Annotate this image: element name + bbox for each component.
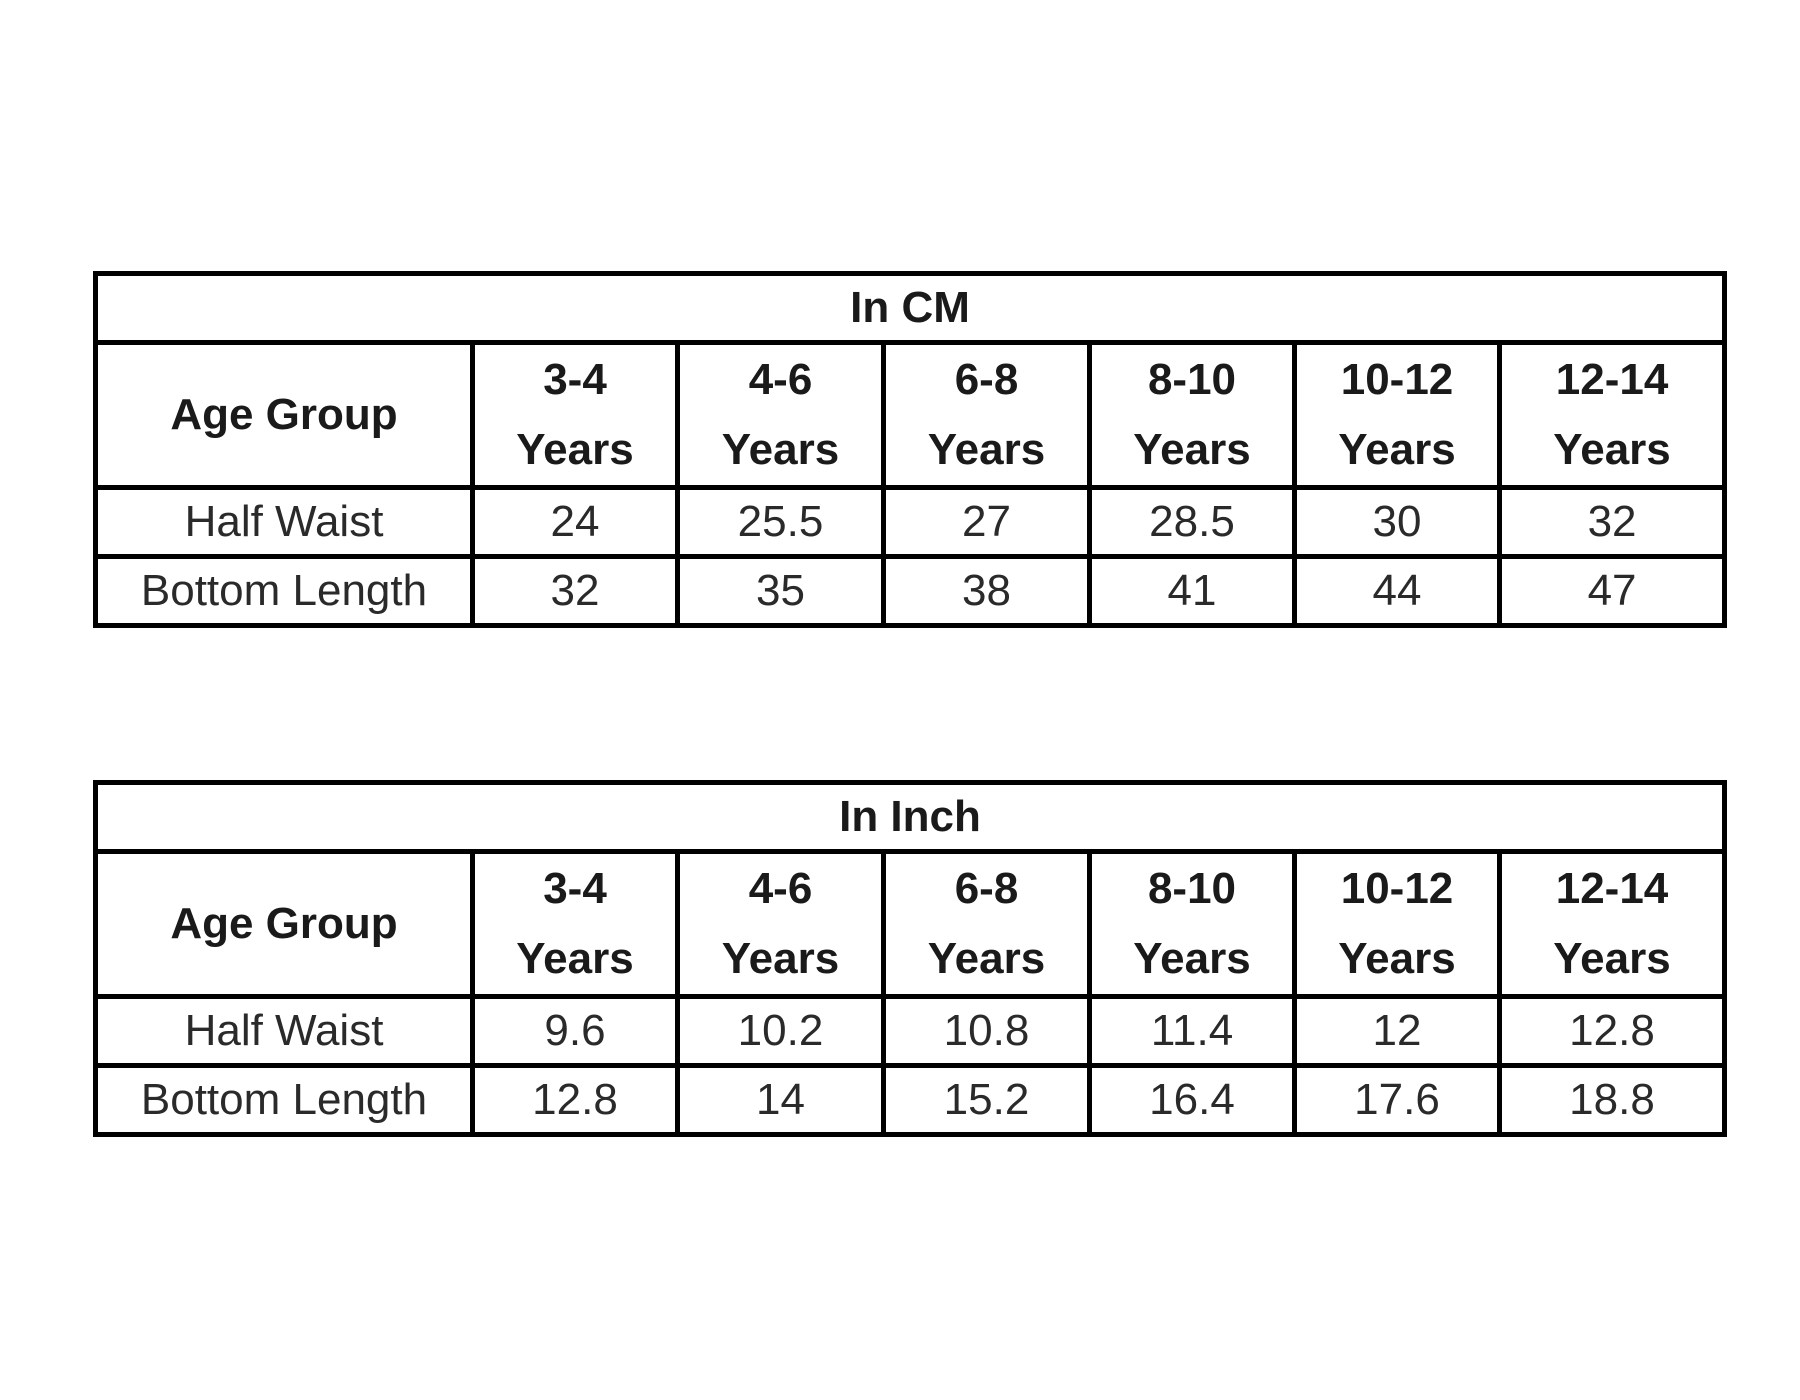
cell: 32: [1496, 485, 1728, 559]
cell: 9.6: [470, 994, 680, 1068]
header-line: 3-4: [543, 355, 607, 404]
header-line: 6-8: [954, 864, 1019, 913]
column-header: 8-10 Years: [1087, 340, 1297, 490]
title-row: In CM: [92, 271, 1728, 345]
column-header: 6-8 Years: [881, 340, 1092, 490]
header-line: 4-6: [748, 864, 813, 913]
cell: 12: [1292, 994, 1502, 1068]
header-row: Age Group 3-4 Years 4-6 Years 6-8 Years 8-10 Yea…: [93, 340, 1728, 490]
header-line: Years: [516, 934, 634, 983]
header-line: Years: [721, 425, 840, 474]
cell: 41: [1087, 554, 1297, 628]
cell: 15.2: [881, 1063, 1092, 1137]
corner-header: Age Group: [93, 849, 475, 999]
data-row: Bottom Length 32 35 38 41 44 47: [93, 554, 1728, 628]
cell: 10.8: [881, 994, 1092, 1068]
header-line: 12-14: [1555, 864, 1669, 913]
column-header: 4-6 Years: [675, 340, 886, 490]
cell: 32: [470, 554, 680, 628]
row-label: Half Waist: [93, 485, 475, 559]
cell: 30: [1292, 485, 1502, 559]
header-line: Years: [927, 934, 1046, 983]
data-row: Half Waist 24 25.5 27 28.5 30 32: [93, 485, 1728, 559]
size-table: In CM Age Group 3-4 Years 4-6 Years 6-8 Years 8-…: [92, 271, 1728, 628]
data-row: Bottom Length 12.8 14 15.2 16.4 17.6 18.8: [93, 1063, 1727, 1137]
header-line: 8-10: [1147, 355, 1237, 404]
cell: 25.5: [675, 485, 886, 559]
column-header: 6-8 Years: [881, 849, 1092, 999]
header-line: Years: [1338, 425, 1456, 474]
cell: 12.8: [1497, 994, 1727, 1068]
title-row: In Inch: [93, 780, 1727, 854]
cell: 11.4: [1087, 994, 1297, 1068]
header-line: Years: [1133, 425, 1251, 474]
header-line: 6-8: [954, 355, 1019, 404]
size-table: In Inch Age Group 3-4 Years 4-6 Years 6-8 Years…: [93, 780, 1727, 1137]
corner-header: Age Group: [93, 340, 475, 490]
cell: 47: [1496, 554, 1728, 628]
row-label: Half Waist: [93, 994, 475, 1068]
header-line: Years: [721, 934, 840, 983]
header-line: 8-10: [1147, 864, 1237, 913]
cell: 38: [881, 554, 1092, 628]
data-row: Half Waist 9.6 10.2 10.8 11.4 12 12.8: [93, 994, 1727, 1068]
header-line: Years: [927, 425, 1046, 474]
cell: 24: [470, 485, 680, 559]
header-line: Years: [1133, 934, 1251, 983]
header-line: Years: [1338, 934, 1456, 983]
cell: 14: [675, 1063, 886, 1137]
row-label: Bottom Length: [93, 1063, 475, 1137]
cell: 16.4: [1087, 1063, 1297, 1137]
table-title: In CM: [92, 271, 1728, 345]
column-header: 4-6 Years: [675, 849, 886, 999]
header-line: 12-14: [1555, 355, 1669, 404]
header-line: 10-12: [1340, 864, 1454, 913]
header-row: Age Group 3-4 Years 4-6 Years 6-8 Years 8-10 Yea…: [93, 849, 1727, 999]
header-line: 3-4: [543, 864, 607, 913]
column-header: 10-12 Years: [1292, 340, 1502, 490]
column-header: 10-12 Years: [1292, 849, 1502, 999]
cell: 17.6: [1292, 1063, 1502, 1137]
header-line: Years: [1553, 934, 1671, 983]
header-line: 4-6: [748, 355, 813, 404]
column-header: 3-4 Years: [470, 849, 680, 999]
cell: 28.5: [1087, 485, 1297, 559]
cell: 44: [1292, 554, 1502, 628]
cell: 18.8: [1497, 1063, 1727, 1137]
cell: 35: [675, 554, 886, 628]
column-header: 12-14 Years: [1496, 340, 1728, 490]
cell: 10.2: [675, 994, 886, 1068]
cell: 27: [881, 485, 1092, 559]
column-header: 8-10 Years: [1087, 849, 1297, 999]
column-header: 3-4 Years: [470, 340, 680, 490]
header-line: 10-12: [1340, 355, 1454, 404]
header-line: Years: [1553, 425, 1671, 474]
column-header: 12-14 Years: [1497, 849, 1727, 999]
table-title: In Inch: [93, 780, 1727, 854]
row-label: Bottom Length: [93, 554, 475, 628]
header-line: Years: [516, 425, 634, 474]
cell: 12.8: [470, 1063, 680, 1137]
